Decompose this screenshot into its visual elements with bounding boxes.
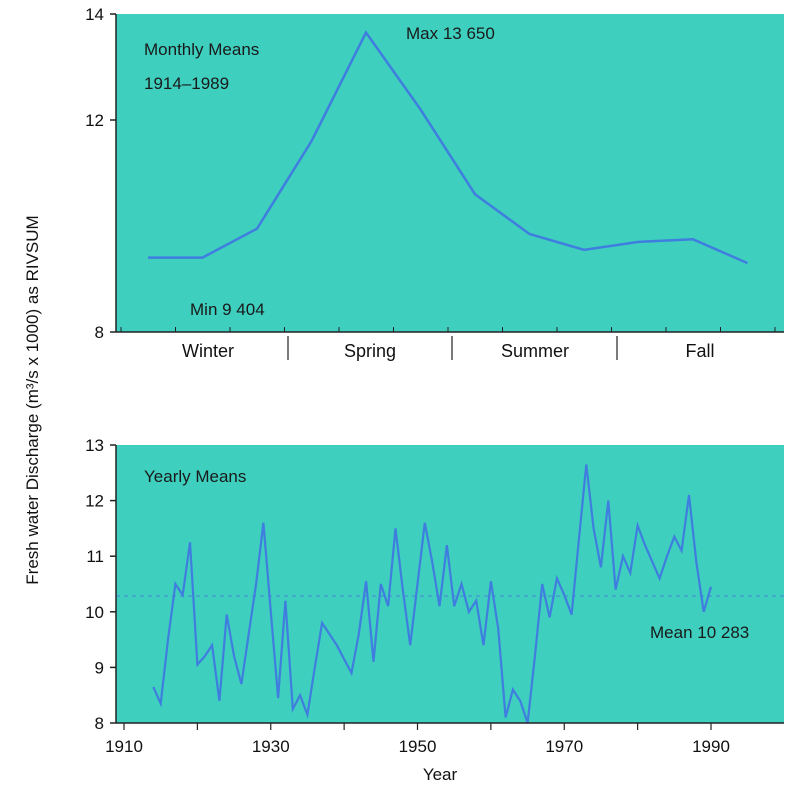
x-tick-label: 1930 — [252, 737, 290, 756]
yearly-y-ticks: 8 9 10 11 12 13 — [85, 436, 117, 733]
min-annotation: Min 9 404 — [190, 300, 265, 319]
monthly-subtitle: 1914–1989 — [144, 74, 229, 93]
y-axis-label: Fresh water Discharge (m³/s x 1000) as R… — [23, 215, 42, 584]
max-annotation: Max 13 650 — [406, 24, 495, 43]
season-label: Summer — [501, 341, 569, 361]
mean-label: Mean 10 283 — [650, 623, 749, 642]
yearly-title: Yearly Means — [144, 467, 246, 486]
yearly-series-line — [152, 464, 713, 724]
yearly-panel-background — [116, 445, 784, 723]
monthly-grid — [115, 14, 784, 333]
y-tick-label: 11 — [86, 547, 104, 566]
x-tick-label: 1990 — [692, 737, 730, 756]
monthly-y-ticks: 8 12 14 — [85, 5, 116, 342]
yearly-x-ticks: 1910 1930 1950 1970 1990 — [105, 722, 784, 756]
season-labels: Winter Spring Summer Fall — [182, 336, 715, 361]
monthly-series-line — [148, 30, 749, 265]
x-axis-label: Year — [423, 765, 458, 784]
y-tick-label: 14 — [85, 5, 104, 24]
monthly-title: Monthly Means — [144, 40, 259, 59]
x-tick-label: 1950 — [399, 737, 437, 756]
y-tick-label: 12 — [85, 492, 104, 511]
y-tick-label: 10 — [85, 603, 104, 622]
monthly-panel-background — [116, 14, 784, 332]
monthly-means-chart: 8 12 14 Winter Spring Summer Fall Monthly Mea… — [85, 5, 784, 361]
x-tick-label: 1970 — [545, 737, 583, 756]
x-tick-label: 1910 — [105, 737, 143, 756]
y-tick-label: 9 — [95, 658, 104, 677]
y-tick-label: 13 — [85, 436, 104, 455]
y-tick-label: 12 — [85, 111, 104, 130]
season-label: Fall — [685, 341, 714, 361]
y-tick-label: 8 — [95, 323, 104, 342]
yearly-means-chart: 8 9 10 11 12 13 1910 1930 1950 1970 1990 Yearly M… — [85, 436, 784, 784]
season-label: Spring — [344, 341, 396, 361]
season-label: Winter — [182, 341, 234, 361]
y-tick-label: 8 — [95, 714, 104, 733]
